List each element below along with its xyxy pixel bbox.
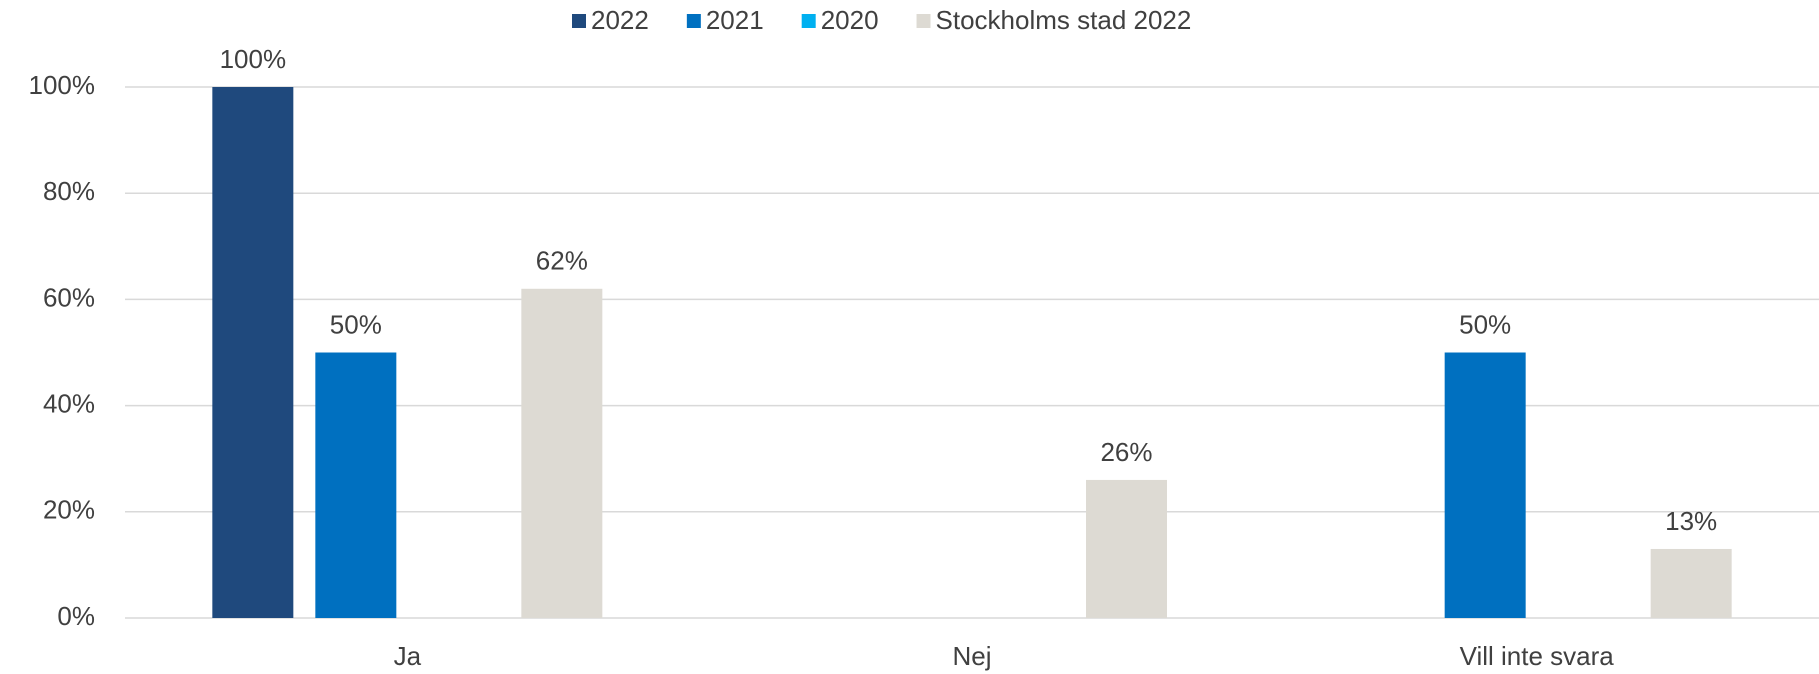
bar (315, 352, 397, 618)
bar (212, 87, 294, 618)
y-tick-label: 60% (43, 282, 95, 312)
legend-swatch (801, 14, 816, 28)
x-tick-label: Nej (952, 641, 991, 671)
y-tick-label: 100% (29, 70, 96, 100)
bar (1444, 352, 1526, 618)
y-tick-label: 0% (57, 601, 95, 631)
bar (521, 288, 603, 618)
data-label: 50% (1459, 309, 1511, 339)
legend-label: 2020 (821, 5, 879, 35)
legend-swatch (572, 14, 586, 28)
x-tick-label: Vill inte svara (1460, 641, 1615, 671)
legend-label: 2022 (591, 5, 649, 35)
data-label: 62% (536, 246, 588, 276)
data-label: 13% (1665, 506, 1717, 536)
legend-label: Stockholms stad 2022 (936, 5, 1192, 35)
y-tick-label: 40% (43, 388, 95, 418)
data-label: 26% (1100, 437, 1152, 467)
legend-swatch (686, 14, 701, 28)
x-tick-label: Ja (394, 641, 422, 671)
y-tick-label: 80% (43, 176, 95, 206)
bar (1650, 548, 1732, 618)
y-tick-label: 20% (43, 495, 95, 525)
legend-swatch (916, 14, 931, 28)
data-label: 100% (220, 44, 287, 74)
bar (1086, 479, 1167, 618)
data-label: 50% (330, 309, 382, 339)
legend-label: 2021 (706, 5, 764, 35)
